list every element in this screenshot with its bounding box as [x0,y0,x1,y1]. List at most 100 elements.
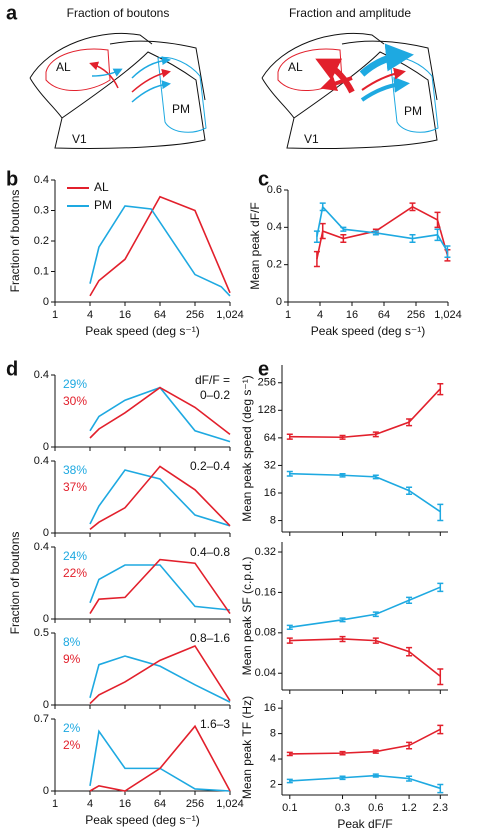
error-bar [372,749,379,754]
error-bar [339,775,346,781]
x-tick-label: 0.6 [368,802,383,814]
panel-letter: e [258,358,269,380]
panel-letter: c [258,168,269,190]
x-tick-label: 16 [119,309,131,321]
area-label: AL [288,60,303,74]
x-axis-label: Peak dF/F [337,817,392,831]
y-tick-label: 0 [276,296,282,308]
y-tick-label: 16 [264,487,276,499]
y-tick-label: 0 [43,296,49,308]
y-tick-label: 128 [258,404,276,416]
x-tick-label: 256 [407,309,425,321]
series-line [89,564,231,611]
x-tick-label: 4 [317,309,323,321]
error-bar [437,382,444,396]
share-label: 37% [63,480,87,494]
y-tick-label: 0.4 [34,174,49,186]
series-line [89,729,231,792]
y-tick-label: 0 [43,441,49,453]
panel-letter: b [6,168,18,190]
x-tick-label: 4 [87,309,93,321]
arrow [360,76,410,102]
pm-outline [157,56,207,133]
error-bar [339,434,346,440]
series-line [289,774,441,790]
y-axis-label: Mean peak speed (deg s⁻¹) [240,375,254,521]
y-tick-label: 0.4 [34,541,49,553]
series-line [289,638,441,677]
error-bar [406,418,413,427]
error-bar [437,668,444,686]
y-tick-label: 0.16 [255,586,276,598]
y-tick-label: 4 [270,753,276,765]
arrow [361,67,406,91]
error-bar [437,724,444,735]
series-line [289,586,441,629]
error-bar [286,778,293,784]
y-axis-label: Fraction of boutons [8,532,22,635]
x-tick-label: 64 [378,309,390,321]
error-bar [437,783,444,794]
panel-letter: d [6,358,18,380]
arrow [91,68,123,77]
y-tick-label: 8 [270,514,276,526]
error-bar [409,234,416,244]
series-line [89,205,231,297]
error-bar [406,741,413,750]
annotation: 0.4–0.8 [190,545,230,559]
error-bar [437,503,444,522]
y-tick-label: 0.7 [34,713,49,725]
x-axis-label: Peak speed (deg s⁻¹) [85,324,199,338]
error-bar [340,234,347,244]
y-axis-label: Mean peak TF (Hz) [240,696,254,799]
x-tick-label: 256 [186,309,204,321]
error-bar [372,230,379,236]
pm-outline [389,56,439,133]
x-tick-label: 1 [52,309,58,321]
y-axis-label: Mean peak SF (c.p.d.) [240,557,254,676]
y-tick-label: 2 [270,778,276,790]
error-bar [319,202,326,212]
share-label: 29% [63,377,87,391]
x-tick-label: 1.2 [401,802,416,814]
x-tick-label: 64 [154,309,166,321]
arrow [131,80,171,103]
y-tick-label: 0.3 [34,204,49,216]
diagram-title: Fraction and amplitude [289,6,411,20]
y-tick-label: 64 [264,432,276,444]
share-label: 24% [63,549,87,563]
annotation: dF/F = [195,373,230,387]
y-tick-label: 0.5 [34,627,49,639]
y-tick-label: 0 [43,699,49,711]
diagram: Fraction and amplitude AL PM V1 [261,6,439,150]
series-line [89,386,231,439]
y-tick-label: 32 [264,459,276,471]
error-bar [286,433,293,440]
x-axis-label: Peak speed (deg s⁻¹) [85,813,199,827]
y-tick-label: 0 [43,785,49,797]
error-bar [406,486,413,496]
v1-outline [54,51,206,150]
y-axis-label: Mean peak dF/F [248,202,262,289]
error-bar [434,211,441,229]
error-bar [372,773,379,778]
share-label: 38% [63,463,87,477]
y-tick-label: 0.2 [267,259,282,271]
x-tick-label: 2.3 [433,802,448,814]
panel-letter: a [6,2,18,24]
error-bar [437,582,444,593]
arrow [131,56,171,79]
y-tick-label: 0.4 [267,221,282,233]
series-line [89,469,231,527]
arrow [89,61,119,89]
arrow [320,75,353,92]
y-tick-label: 8 [270,728,276,740]
error-bar [406,775,413,782]
series-line [289,728,441,755]
y-tick-label: 0 [43,527,49,539]
arrow [131,68,171,93]
error-bar [340,226,347,232]
error-bar [339,750,346,756]
error-bar [434,228,441,242]
al-outline [45,48,111,92]
